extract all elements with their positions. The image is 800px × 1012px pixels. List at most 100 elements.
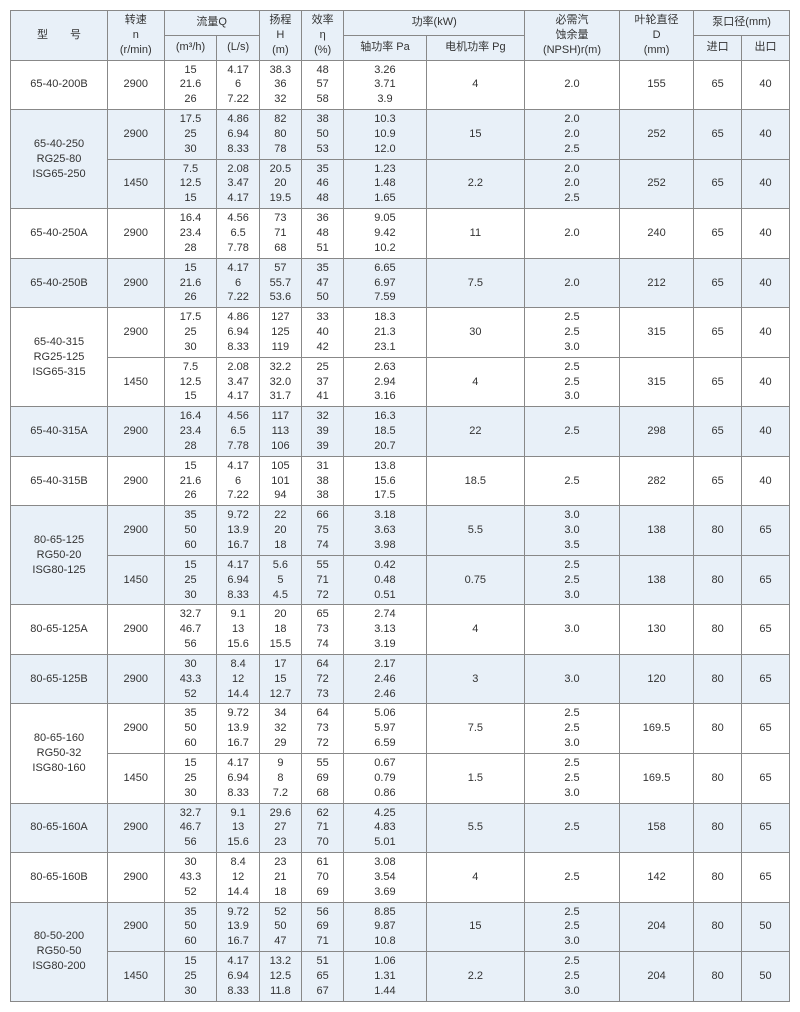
cell-pa: 2.17 2.46 2.46 bbox=[344, 654, 426, 704]
cell-npsh: 2.5 2.5 3.0 bbox=[525, 952, 620, 1002]
cell-eff: 35 46 48 bbox=[302, 159, 344, 209]
h-model: 型 号 bbox=[11, 11, 108, 61]
cell-in: 65 bbox=[694, 456, 742, 506]
cell-q-ls: 2.08 3.47 4.17 bbox=[217, 357, 259, 407]
table-row: 65-40-315B290015 21.6 264.17 6 7.22105 1… bbox=[11, 456, 790, 506]
cell-q-m3h: 15 21.6 26 bbox=[164, 60, 217, 110]
cell-model: 80-65-160B bbox=[11, 853, 108, 903]
cell-d: 240 bbox=[619, 209, 693, 259]
cell-speed: 2900 bbox=[108, 704, 165, 754]
cell-in: 80 bbox=[694, 654, 742, 704]
cell-out: 50 bbox=[742, 902, 790, 952]
cell-in: 80 bbox=[694, 902, 742, 952]
cell-in: 65 bbox=[694, 357, 742, 407]
cell-head: 105 101 94 bbox=[259, 456, 301, 506]
cell-pa: 3.18 3.63 3.98 bbox=[344, 506, 426, 556]
cell-speed: 2900 bbox=[108, 258, 165, 308]
cell-speed: 2900 bbox=[108, 853, 165, 903]
cell-pa: 5.06 5.97 6.59 bbox=[344, 704, 426, 754]
table-row: 65-40-200B290015 21.6 264.17 6 7.2238.3 … bbox=[11, 60, 790, 110]
cell-pa: 0.67 0.79 0.86 bbox=[344, 753, 426, 803]
cell-in: 65 bbox=[694, 407, 742, 457]
cell-q-m3h: 32.7 46.7 56 bbox=[164, 605, 217, 655]
table-row: 80-65-160 RG50-32 ISG80-160290035 50 609… bbox=[11, 704, 790, 754]
cell-pg: 22 bbox=[426, 407, 524, 457]
cell-in: 80 bbox=[694, 605, 742, 655]
table-row: 65-40-250 RG25-80 ISG65-250290017.5 25 3… bbox=[11, 110, 790, 160]
cell-npsh: 2.5 bbox=[525, 803, 620, 853]
cell-npsh: 2.0 2.0 2.5 bbox=[525, 159, 620, 209]
cell-npsh: 2.5 bbox=[525, 407, 620, 457]
cell-d: 212 bbox=[619, 258, 693, 308]
cell-npsh: 3.0 3.0 3.5 bbox=[525, 506, 620, 556]
cell-d: 315 bbox=[619, 357, 693, 407]
cell-q-ls: 4.86 6.94 8.33 bbox=[217, 110, 259, 160]
cell-head: 52 50 47 bbox=[259, 902, 301, 952]
cell-pg: 2.2 bbox=[426, 159, 524, 209]
cell-model: 65-40-200B bbox=[11, 60, 108, 110]
cell-model: 80-50-200 RG50-50 ISG80-200 bbox=[11, 902, 108, 1001]
table-row: 80-65-160B290030 43.3 528.4 12 14.423 21… bbox=[11, 853, 790, 903]
cell-head: 9 8 7.2 bbox=[259, 753, 301, 803]
cell-d: 204 bbox=[619, 952, 693, 1002]
cell-speed: 1450 bbox=[108, 159, 165, 209]
cell-speed: 2900 bbox=[108, 110, 165, 160]
h-npsh: 必需汽 蚀余量 (NPSH)r(m) bbox=[525, 11, 620, 61]
table-row: 80-65-125 RG50-20 ISG80-125290035 50 609… bbox=[11, 506, 790, 556]
cell-q-ls: 4.56 6.5 7.78 bbox=[217, 209, 259, 259]
cell-d: 138 bbox=[619, 555, 693, 605]
cell-q-m3h: 35 50 60 bbox=[164, 506, 217, 556]
cell-eff: 51 65 67 bbox=[302, 952, 344, 1002]
table-row: 65-40-250B290015 21.6 264.17 6 7.2257 55… bbox=[11, 258, 790, 308]
cell-q-ls: 9.1 13 15.6 bbox=[217, 605, 259, 655]
cell-speed: 2900 bbox=[108, 506, 165, 556]
cell-pa: 9.05 9.42 10.2 bbox=[344, 209, 426, 259]
cell-d: 130 bbox=[619, 605, 693, 655]
cell-speed: 2900 bbox=[108, 654, 165, 704]
cell-model: 80-65-160A bbox=[11, 803, 108, 853]
cell-head: 29.6 27 23 bbox=[259, 803, 301, 853]
cell-q-m3h: 30 43.3 52 bbox=[164, 654, 217, 704]
cell-npsh: 2.5 2.5 3.0 bbox=[525, 357, 620, 407]
cell-model: 65-40-250B bbox=[11, 258, 108, 308]
pump-spec-table: 型 号 转速 n (r/min) 流量Q 扬程 H (m) 效率 η (%) 功… bbox=[10, 10, 790, 1002]
cell-d: 138 bbox=[619, 506, 693, 556]
cell-out: 40 bbox=[742, 60, 790, 110]
cell-head: 82 80 78 bbox=[259, 110, 301, 160]
cell-eff: 38 50 53 bbox=[302, 110, 344, 160]
cell-speed: 1450 bbox=[108, 753, 165, 803]
cell-head: 57 55.7 53.6 bbox=[259, 258, 301, 308]
cell-speed: 2900 bbox=[108, 60, 165, 110]
table-row: 65-40-315A290016.4 23.4 284.56 6.5 7.781… bbox=[11, 407, 790, 457]
cell-head: 117 113 106 bbox=[259, 407, 301, 457]
table-row: 80-65-125B290030 43.3 528.4 12 14.417 15… bbox=[11, 654, 790, 704]
cell-in: 80 bbox=[694, 853, 742, 903]
cell-head: 38.3 36 32 bbox=[259, 60, 301, 110]
cell-pa: 6.65 6.97 7.59 bbox=[344, 258, 426, 308]
cell-head: 20 18 15.5 bbox=[259, 605, 301, 655]
cell-npsh: 2.5 bbox=[525, 456, 620, 506]
cell-pa: 16.3 18.5 20.7 bbox=[344, 407, 426, 457]
cell-head: 20.5 20 19.5 bbox=[259, 159, 301, 209]
cell-in: 65 bbox=[694, 308, 742, 358]
cell-d: 252 bbox=[619, 110, 693, 160]
cell-d: 155 bbox=[619, 60, 693, 110]
cell-eff: 32 39 39 bbox=[302, 407, 344, 457]
cell-q-m3h: 7.5 12.5 15 bbox=[164, 159, 217, 209]
h-power: 功率(kW) bbox=[344, 11, 525, 36]
cell-in: 80 bbox=[694, 506, 742, 556]
h-flow-m3h: (m³/h) bbox=[164, 35, 217, 60]
cell-speed: 1450 bbox=[108, 357, 165, 407]
cell-pa: 0.42 0.48 0.51 bbox=[344, 555, 426, 605]
cell-pa: 2.74 3.13 3.19 bbox=[344, 605, 426, 655]
cell-pg: 4 bbox=[426, 60, 524, 110]
cell-pa: 10.3 10.9 12.0 bbox=[344, 110, 426, 160]
table-body: 65-40-200B290015 21.6 264.17 6 7.2238.3 … bbox=[11, 60, 790, 1001]
cell-in: 65 bbox=[694, 60, 742, 110]
cell-model: 65-40-315 RG25-125 ISG65-315 bbox=[11, 308, 108, 407]
cell-pg: 0.75 bbox=[426, 555, 524, 605]
cell-out: 65 bbox=[742, 753, 790, 803]
cell-q-m3h: 16.4 23.4 28 bbox=[164, 209, 217, 259]
cell-pa: 8.85 9.87 10.8 bbox=[344, 902, 426, 952]
cell-pa: 1.06 1.31 1.44 bbox=[344, 952, 426, 1002]
